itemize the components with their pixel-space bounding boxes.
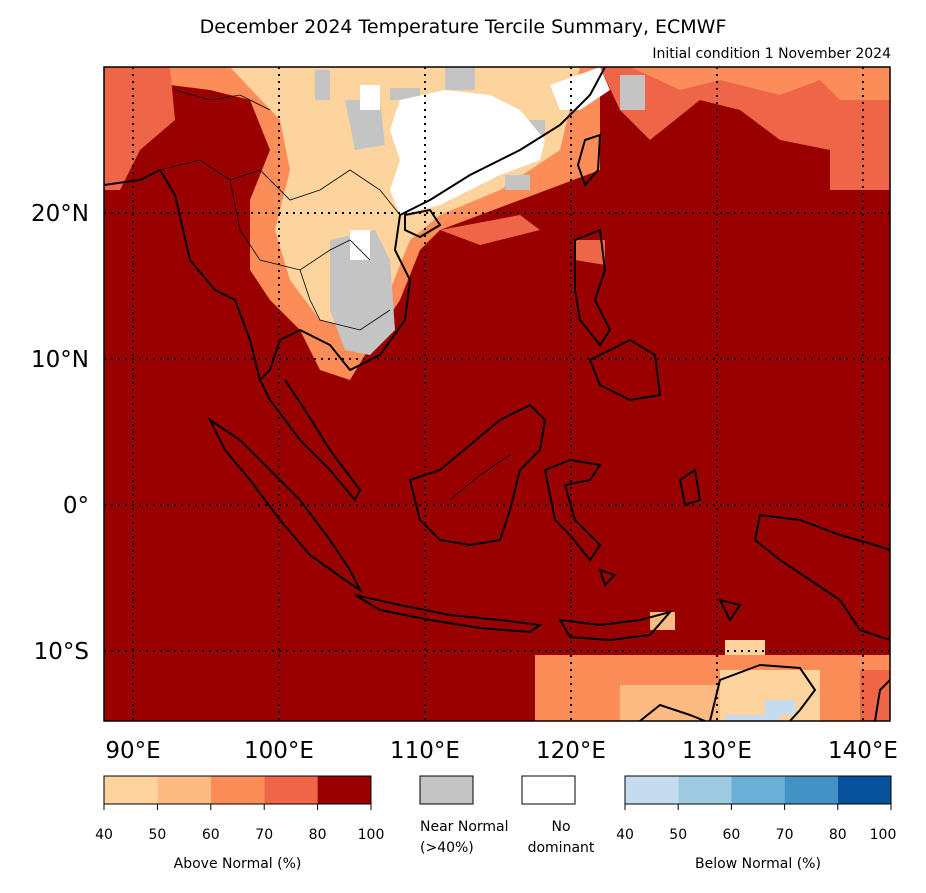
legend-above-tick-label: 100 [358,827,385,843]
legend-below-title: Below Normal (%) [695,856,821,872]
legend-above-normal: 40 50 60 70 80 100 Above Normal (%) [95,775,385,872]
legend-below-tick-label: 80 [829,827,847,843]
lon-label: 140°E [828,738,898,764]
legend-above-frame [103,775,372,805]
legend-below-tick-label: 40 [616,827,634,843]
legend-below-normal: 40 50 60 70 80 100 Below Normal (%) [616,775,897,872]
map-panel [104,67,890,721]
legend-below-tick-label: 60 [722,827,740,843]
lon-labels: 90°E 100°E 110°E 120°E 130°E 140°E [105,738,898,764]
legend-above-ticks [103,804,372,810]
legend-above-swatch [317,776,371,804]
legend-no-dominant-swatch [521,775,576,805]
legend-below-frame [624,775,892,805]
lon-label: 110°E [390,738,460,764]
legend-above-tick-label: 60 [202,827,220,843]
legend-below-tick-label: 50 [669,827,687,843]
legend-near-normal-label: Near Normal [420,819,509,835]
legend-no-dominant-sublabel: dominant [528,840,595,856]
legend-below-swatch [678,776,732,804]
legend-above-tick-label: 80 [309,827,327,843]
legend-below-ticks [624,804,892,810]
legend-no-dominant: No dominant [521,775,595,856]
lon-label: 120°E [536,738,606,764]
legend-below-tick-label: 100 [870,827,897,843]
graticule [104,67,890,721]
legend-above-title: Above Normal (%) [174,856,302,872]
legend-above-swatch [157,776,211,804]
legend-below-swatch [784,776,838,804]
legend-above-tick-label: 70 [255,827,273,843]
legend-above-swatch [210,776,265,804]
country-borders [159,89,511,501]
lat-label: 20°N [31,201,89,227]
legend-below-tick-label: 70 [776,827,794,843]
lat-label: 10°S [34,639,89,665]
legend-near-normal: Near Normal (>40%) [419,775,509,856]
legend-above-tick-label: 50 [148,827,166,843]
legend-above-tick-label: 40 [95,827,113,843]
map-frame [103,66,891,722]
lat-labels: 20°N 10°N 0° 10°S [31,201,89,665]
legend-above-swatch [264,776,318,804]
legend-no-dominant-label: No [551,819,570,835]
legend-near-normal-sublabel: (>40%) [420,840,474,856]
lon-label: 90°E [105,738,160,764]
lon-label: 100°E [244,738,314,764]
map-title: December 2024 Temperature Tercile Summar… [199,16,727,38]
legend-above-swatch [104,776,158,804]
map-subtitle: Initial condition 1 November 2024 [652,46,891,62]
lat-label: 10°N [31,347,89,373]
legend-below-swatch [625,776,679,804]
legend-below-swatch [731,776,785,804]
lat-label: 0° [63,493,89,519]
lon-label: 130°E [682,738,752,764]
legend-near-normal-swatch [419,775,474,805]
coastlines [104,67,890,721]
legend-below-swatch [837,776,891,804]
